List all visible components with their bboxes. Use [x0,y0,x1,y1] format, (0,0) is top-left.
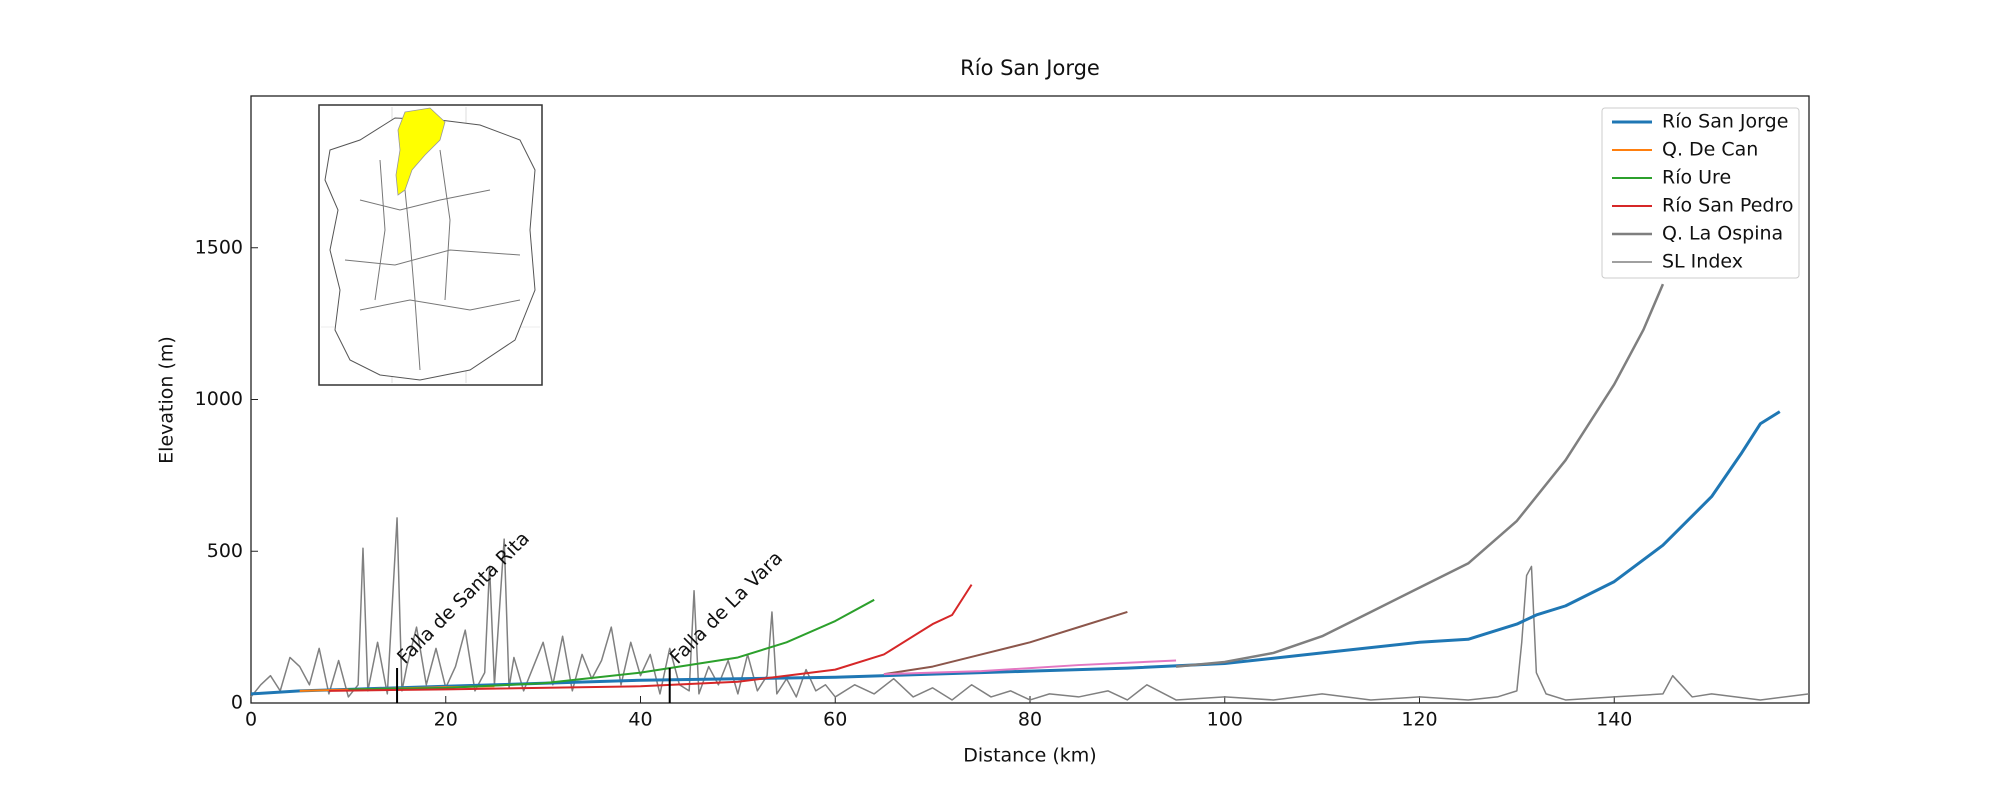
series-line [328,584,973,692]
y-tick-label: 1500 [195,236,243,258]
series-line [883,610,1128,676]
y-tick-label: 500 [207,540,243,562]
y-tick-label: 1000 [195,388,243,410]
x-tick-label: 40 [628,709,652,731]
legend-label: Río San Pedro [1662,195,1793,217]
annotation: Falla de Santa Rita [393,527,534,668]
series-line [348,598,875,691]
legend-label: Q. De Can [1662,139,1758,161]
x-tick-label: 60 [823,709,847,731]
series-line [250,517,1810,701]
x-tick-label: 80 [1018,709,1042,731]
x-tick-label: 20 [434,709,458,731]
series-line [1175,283,1665,668]
legend-label: Q. La Ospina [1662,223,1783,245]
y-axis-label: Elevation (m) [156,336,178,464]
series-line [250,410,1781,696]
x-tick-label: 140 [1596,709,1632,731]
x-tick-label: 0 [245,709,257,731]
y-tick-label: 0 [231,692,243,714]
x-tick-label: 100 [1207,709,1243,731]
chart-title: Río San Jorge [960,56,1100,80]
legend-label: SL Index [1662,251,1743,273]
x-axis-label: Distance (km) [963,745,1096,767]
legend-label: Río Ure [1662,167,1731,189]
legend-label: Río San Jorge [1662,111,1788,133]
x-tick-label: 120 [1401,709,1437,731]
series-line [883,659,1177,676]
inset-map [318,104,543,386]
